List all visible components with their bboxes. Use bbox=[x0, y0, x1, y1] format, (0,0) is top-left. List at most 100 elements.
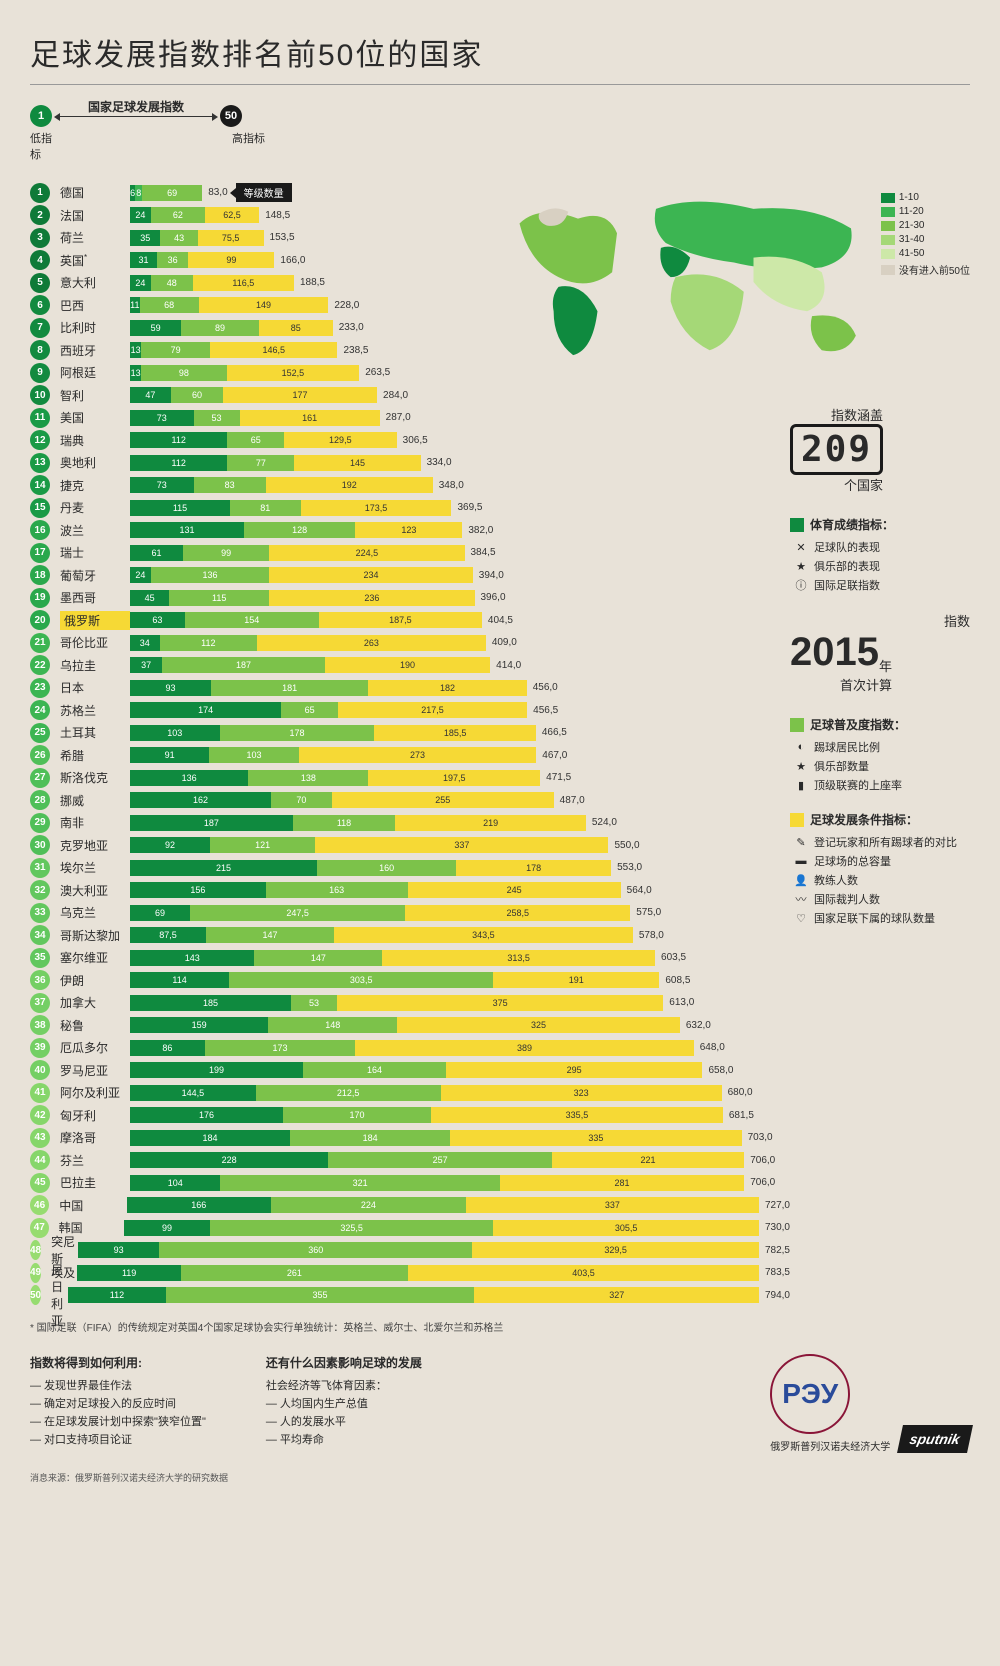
bottom-section: 指数将得到如何利用: — 发现世界最佳作法— 确定对足球投入的反应时间— 在足球… bbox=[30, 1354, 970, 1453]
country-name: 日本 bbox=[60, 679, 130, 696]
total-value: 233,0 bbox=[339, 322, 364, 333]
country-row: 38 秘鲁 159148325 632,0 bbox=[30, 1015, 790, 1036]
rank-badge: 38 bbox=[30, 1015, 50, 1035]
rank-badge: 41 bbox=[30, 1083, 50, 1103]
map-legend-item: 1-10 bbox=[881, 192, 970, 203]
country-name: 中国 bbox=[59, 1197, 126, 1214]
rank-badge: 9 bbox=[30, 363, 50, 383]
total-value: 83,0 bbox=[208, 187, 227, 198]
rank-badge: 5 bbox=[30, 273, 50, 293]
country-name: 丹麦 bbox=[60, 499, 130, 516]
country-name: 伊朗 bbox=[60, 972, 130, 989]
total-value: 632,0 bbox=[686, 1020, 711, 1031]
bar-group: 166224337 bbox=[127, 1197, 759, 1213]
country-name: 哥伦比亚 bbox=[60, 634, 130, 651]
country-row: 25 土耳其 103178185,5 466,5 bbox=[30, 722, 790, 743]
bar-group: 144,5212,5323 bbox=[130, 1085, 722, 1101]
scale-line: 国家足球发展指数 bbox=[56, 116, 216, 117]
country-name: 斯洛伐克 bbox=[60, 769, 130, 786]
rank-badge: 49 bbox=[30, 1263, 41, 1283]
coverage-post: 个国家 bbox=[790, 475, 883, 494]
bottom-mid-sub: 社会经济等飞体育因素： bbox=[266, 1377, 422, 1393]
rank-badge: 26 bbox=[30, 745, 50, 765]
bar-group: 1398152,5 bbox=[130, 365, 359, 381]
year-post: 年 bbox=[879, 656, 892, 675]
bar-group: 136138197,5 bbox=[130, 770, 540, 786]
country-name: 法国 bbox=[60, 207, 130, 224]
rank-badge: 36 bbox=[30, 970, 50, 990]
grade-label: 等级数量 bbox=[236, 183, 292, 202]
country-row: 26 希腊 91103273 467,0 bbox=[30, 745, 790, 766]
bar-group: 7383192 bbox=[130, 477, 433, 493]
country-row: 35 塞尔维亚 143147313,5 603,5 bbox=[30, 947, 790, 968]
bar-group: 93360329,5 bbox=[78, 1242, 759, 1258]
rank-badge: 31 bbox=[30, 858, 50, 878]
country-name: 奥地利 bbox=[60, 454, 130, 471]
rank-badge: 33 bbox=[30, 903, 50, 923]
legend-item: ♡国家足联下属的球队数量 bbox=[790, 910, 970, 926]
total-value: 783,5 bbox=[765, 1267, 790, 1278]
map-legend-item: 11-20 bbox=[881, 206, 970, 217]
bar-group: 34112263 bbox=[130, 635, 486, 651]
rank-badge: 8 bbox=[30, 340, 50, 360]
country-name: 土耳其 bbox=[60, 724, 130, 741]
total-value: 575,0 bbox=[636, 907, 661, 918]
country-name: 匈牙利 bbox=[60, 1107, 130, 1124]
rank-badge: 3 bbox=[30, 228, 50, 248]
total-value: 794,0 bbox=[765, 1290, 790, 1301]
bar-group: 91103273 bbox=[130, 747, 536, 763]
scale-mid-label: 国家足球发展指数 bbox=[88, 98, 184, 115]
year-num: 2015 bbox=[790, 630, 879, 675]
legend-sport: 体育成绩指标：✕足球队的表现★俱乐部的表现ⓘ国际足联指数 bbox=[790, 516, 970, 593]
bar-group: 104321281 bbox=[130, 1175, 744, 1191]
rank-badge: 18 bbox=[30, 565, 50, 585]
country-row: 40 罗马尼亚 199164295 658,0 bbox=[30, 1060, 790, 1081]
rank-badge: 24 bbox=[30, 700, 50, 720]
rank-badge: 42 bbox=[30, 1105, 50, 1125]
rank-badge: 48 bbox=[30, 1240, 41, 1260]
rank-badge: 21 bbox=[30, 633, 50, 653]
rank-badge: 40 bbox=[30, 1060, 50, 1080]
rank-badge: 27 bbox=[30, 768, 50, 788]
legend-title: 足球普及度指数： bbox=[790, 716, 970, 733]
bar-group: 143147313,5 bbox=[130, 950, 655, 966]
rank-badge: 17 bbox=[30, 543, 50, 563]
total-value: 188,5 bbox=[300, 277, 325, 288]
rank-badge: 12 bbox=[30, 430, 50, 450]
bar-group: 1379146,5 bbox=[130, 342, 337, 358]
coverage-block: 指数涵盖 209 个国家 bbox=[790, 405, 970, 494]
bar-group: 187118219 bbox=[130, 815, 586, 831]
list-item: — 对口支持项目论证 bbox=[30, 1431, 206, 1447]
bar-group: 156163245 bbox=[130, 882, 621, 898]
bar-group: 1168149 bbox=[130, 297, 328, 313]
country-name: 埃尔兰 bbox=[60, 859, 130, 876]
bar-group: 4760177 bbox=[130, 387, 377, 403]
source-line: 消息来源：俄罗斯普列汉诺夫经济大学的研究数据 bbox=[30, 1471, 970, 1484]
map-legend-item: 没有进入前50位 bbox=[881, 262, 970, 277]
country-row: 28 挪威 16270255 487,0 bbox=[30, 790, 790, 811]
total-value: 603,5 bbox=[661, 952, 686, 963]
legend-item: ★俱乐部的表现 bbox=[790, 558, 970, 574]
country-row: 14 捷克 7383192 348,0 bbox=[30, 475, 790, 496]
scale-high-circle: 50 bbox=[220, 105, 242, 127]
rank-badge: 29 bbox=[30, 813, 50, 833]
country-name: 德国 bbox=[60, 184, 130, 201]
total-value: 284,0 bbox=[383, 390, 408, 401]
list-item: — 平均寿命 bbox=[266, 1431, 422, 1447]
country-row: 15 丹麦 11581173,5 369,5 bbox=[30, 497, 790, 518]
country-name: 葡萄牙 bbox=[60, 567, 130, 584]
country-row: 17 瑞士 6199224,5 384,5 bbox=[30, 542, 790, 563]
bar-group: 184184335 bbox=[130, 1130, 742, 1146]
rank-badge: 25 bbox=[30, 723, 50, 743]
scale-row: 1 国家足球发展指数 50 bbox=[30, 105, 970, 127]
bar-group: 87,5147343,5 bbox=[130, 927, 633, 943]
total-value: 487,0 bbox=[560, 795, 585, 806]
logo-caption: 俄罗斯普列汉诺夫经济大学 bbox=[770, 1438, 890, 1453]
country-name: 意大利 bbox=[60, 274, 130, 291]
total-value: 564,0 bbox=[627, 885, 652, 896]
legend-title: 足球发展条件指标： bbox=[790, 811, 970, 828]
university-logo: РЭУ bbox=[770, 1354, 850, 1434]
bottom-mid: 还有什么因素影响足球的发展 社会经济等飞体育因素： — 人均国内生产总值— 人的… bbox=[266, 1354, 422, 1453]
country-row: 46 中国 166224337 727,0 bbox=[30, 1195, 790, 1216]
total-value: 524,0 bbox=[592, 817, 617, 828]
